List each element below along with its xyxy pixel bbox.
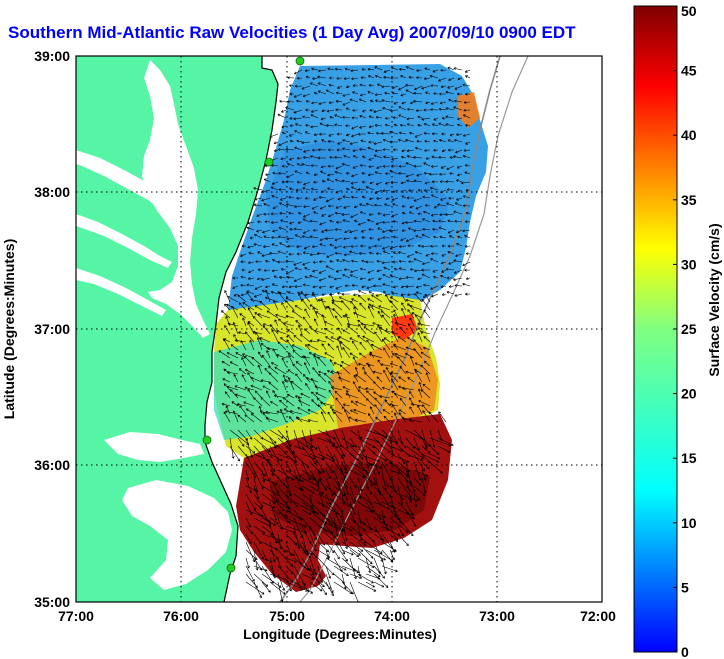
colorbar-scale: [633, 5, 678, 653]
y-axis-label: Latitude (Degrees:Minutes): [1, 239, 17, 419]
y-tick-label: 36:00: [34, 457, 70, 473]
albemarle-sound: [104, 432, 204, 462]
colorbar-tick-label: 0: [681, 644, 689, 659]
colorbar-ticks: 0 5 10 15 20 25 30 35 40 45 50: [673, 3, 697, 659]
x-tick-label: 75:00: [269, 608, 305, 624]
y-tick-label: 39:00: [34, 48, 70, 64]
x-axis-label: Longitude (Degrees:Minutes): [243, 626, 437, 642]
map-title: Southern Mid-Atlantic Raw Velocities (1 …: [8, 23, 576, 42]
x-tick-label: 73:00: [479, 608, 515, 624]
radar-station-marker: [264, 157, 274, 167]
river-rappahannock: [76, 214, 172, 268]
chesapeake-bay: [142, 60, 210, 338]
colorbar-tick-label: 25: [681, 321, 697, 337]
map-plot-area: [75, 55, 603, 603]
radar-station-marker: [202, 435, 212, 445]
map-grid: [76, 56, 602, 602]
x-tick-label: 72:00: [580, 608, 616, 624]
colorbar-tick-label: 45: [681, 63, 697, 79]
radar-station-marker: [226, 563, 236, 573]
y-tick-label: 37:00: [34, 321, 70, 337]
colorbar-tick-label: 35: [681, 192, 697, 208]
colorbar: 0 5 10 15 20 25 30 35 40 45 50 Surface Velocity (c…: [633, 3, 722, 659]
pamlico-sound: [122, 480, 232, 590]
colorbar-tick-label: 50: [681, 3, 697, 19]
vector-field: [218, 66, 471, 602]
coastline: [204, 56, 279, 602]
y-tick-label: 38:00: [34, 184, 70, 200]
x-axis-ticks: 77:00 76:00 75:00 74:00 73:00 72:00: [58, 608, 616, 624]
colorbar-tick-label: 15: [681, 450, 697, 466]
river-york-james: [76, 268, 166, 316]
colorbar-tick-label: 30: [681, 256, 697, 272]
x-tick-label: 76:00: [163, 608, 199, 624]
plot-frame: [75, 55, 603, 603]
colorbar-tick-label: 10: [681, 515, 697, 531]
colorbar-label: Surface Velocity (cm/s): [706, 223, 722, 376]
colorbar-tick-label: 20: [681, 386, 697, 402]
colorbar-tick-label: 5: [681, 579, 689, 595]
x-tick-label: 77:00: [58, 608, 94, 624]
river-potomac: [76, 150, 168, 212]
isobath-line: [279, 56, 501, 602]
y-axis-ticks: 39:00 38:00 37:00 36:00 35:00: [34, 48, 70, 610]
radar-station-marker: [295, 56, 305, 66]
colorbar-tick-label: 40: [681, 127, 697, 143]
y-tick-label: 35:00: [34, 594, 70, 610]
vector-arrows: [218, 66, 471, 602]
x-tick-label: 74:00: [374, 608, 410, 624]
